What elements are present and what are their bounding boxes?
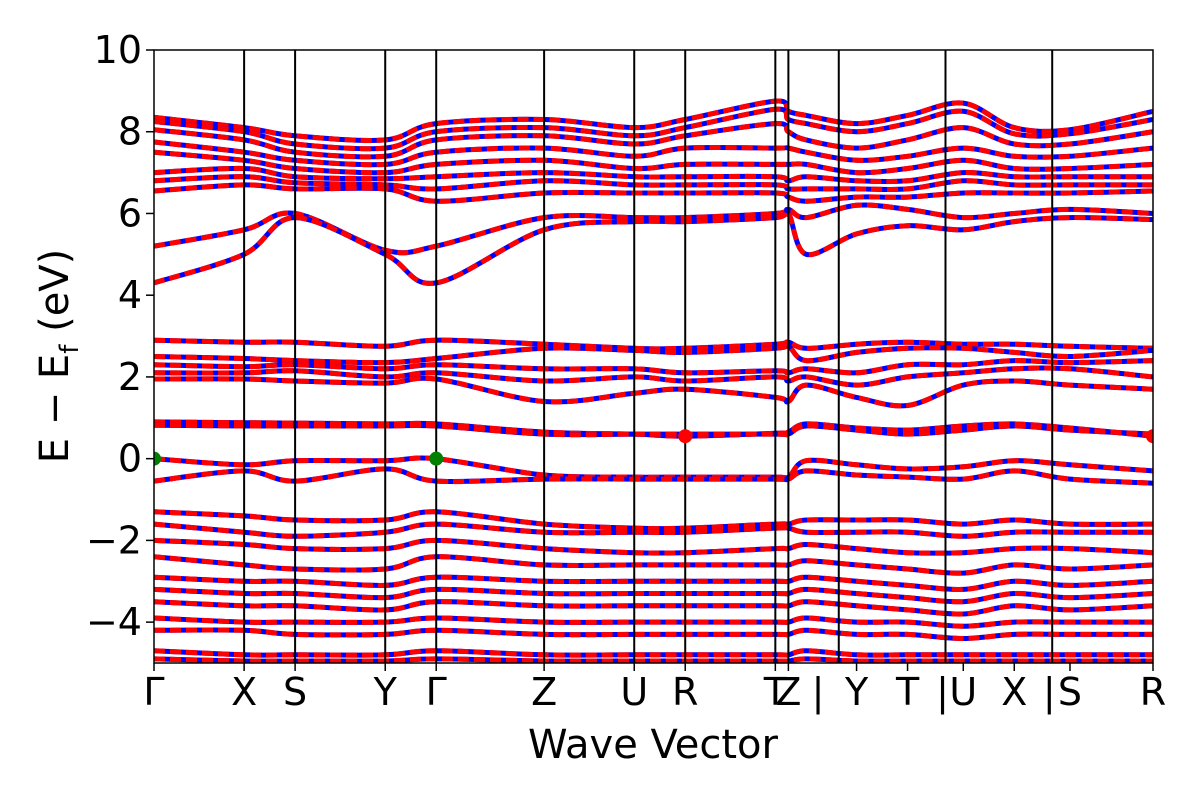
y-axis-label-sub: f [55,344,85,354]
band-line-spin-down [154,202,1153,256]
band-line-spin-down [154,656,1153,663]
y-tick-label: −2 [86,518,142,562]
band-line-spin-down [154,521,1153,539]
x-axis-label: Wave Vector [528,722,779,768]
x-tick-label: | [1043,670,1056,715]
band-line-spin-down [154,337,1153,352]
band-line-spin-down [154,149,1153,176]
x-tick-label: Y [373,670,398,714]
band-line-spin-down [154,182,1153,204]
band-line-spin-down [154,106,1153,152]
x-tick-label: U [949,670,977,714]
band-line-spin-down [154,139,1153,168]
y-tick-label: 8 [118,110,142,154]
x-ticks: Γ X S Y Γ Z U R TZ | Y T | U X | S R [143,663,1166,715]
band-line-spin-down [154,509,1153,532]
y-axis-label-main: E − E [32,354,78,464]
x-tick-label: X [231,670,257,714]
x-tick-label: S [283,670,307,714]
plot-frame [153,49,1154,664]
band-extremum-marker [1146,429,1153,444]
band-extremum-marker [678,429,693,444]
y-axis-label: E − Ef (eV) [32,249,85,464]
extrema-markers [154,429,1153,466]
band-line-spin-down [154,554,1153,576]
band-line-spin-down [154,365,1153,388]
svg-text:E − Ef (eV): E − Ef (eV) [32,249,85,464]
y-tick-label: 4 [118,273,142,317]
y-tick-label: −4 [86,600,142,644]
x-tick-label: T [763,670,788,714]
x-tick-label: Γ [143,670,164,714]
band-line-spin-down [154,98,1153,143]
band-line-spin-down [154,121,1153,160]
band-extremum-marker [154,451,161,466]
y-ticks: −4 −2 0 2 4 6 8 10 [86,28,154,644]
band-line-spin-down [154,648,1153,658]
y-tick-label: 2 [118,355,142,399]
band-line-spin-down [154,537,1153,556]
y-tick-label: 0 [118,437,142,481]
x-tick-label: R [672,670,698,714]
band-line-spin-down [154,375,1153,409]
x-tick-label: R [1140,670,1166,714]
x-tick-label: X [1001,670,1027,714]
band-line-spin-down [154,615,1153,629]
x-tick-label: Y [844,670,869,714]
x-tick-label: | [812,670,825,715]
band-line-spin-down [154,165,1153,185]
band-line-spin-down [154,599,1153,617]
bands-layer [154,98,1153,663]
kpoint-dividers [243,50,1054,663]
y-tick-label: 10 [94,28,142,72]
band-line-spin-down [154,174,1153,193]
x-tick-label: Z [531,670,557,714]
band-line-spin-down [154,208,1153,286]
x-tick-label: T [895,670,920,714]
x-tick-label: S [1058,670,1082,714]
band-line-spin-down [154,343,1153,366]
x-tick-label: Z [775,670,801,714]
band-line-spin-down [154,466,1153,486]
band-line-spin-down [154,627,1153,642]
band-line-spin-down [154,422,1153,438]
band-line-spin-down [154,586,1153,605]
y-tick-label: 6 [118,191,142,235]
band-extremum-marker [429,451,444,466]
y-axis-label-unit: (eV) [32,249,78,345]
band-line-spin-down [154,358,1153,376]
x-tick-label: Γ [426,670,447,714]
x-tick-label: U [620,670,648,714]
band-line-spin-down [154,574,1153,592]
x-tick-label: | [936,670,949,715]
